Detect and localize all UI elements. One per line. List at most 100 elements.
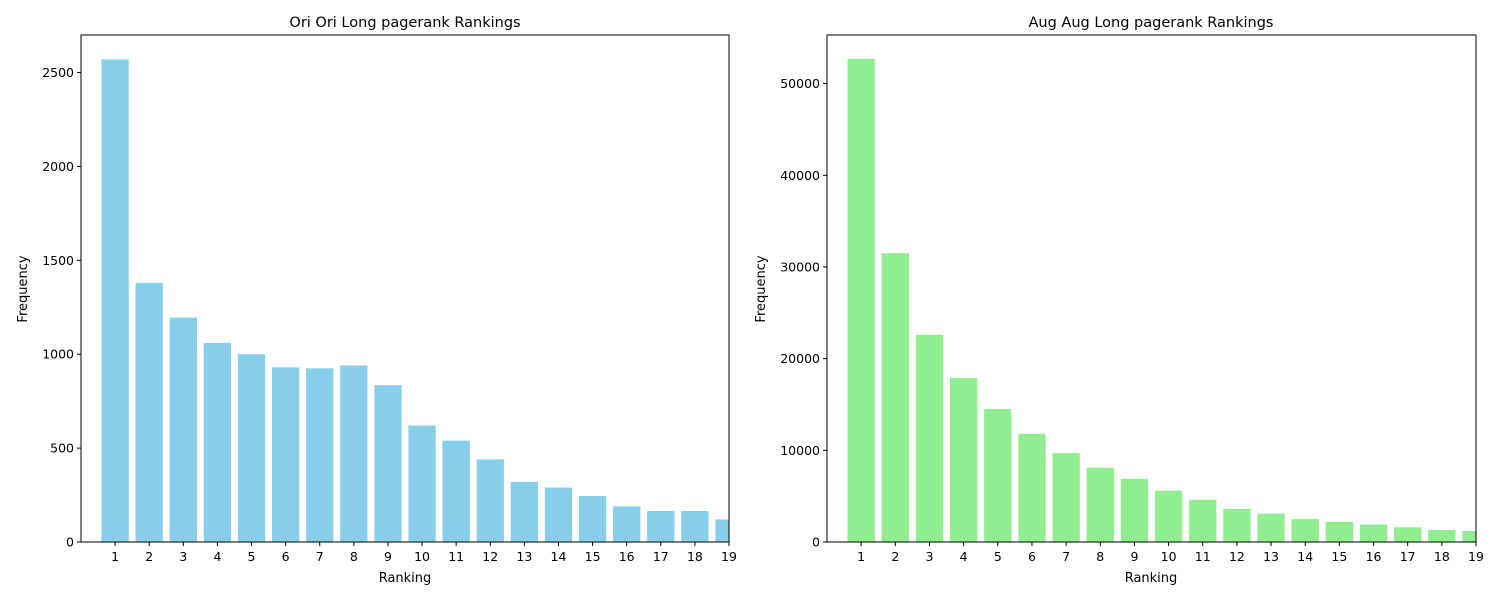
bar-11 bbox=[442, 440, 470, 542]
y-tick-label: 0 bbox=[66, 535, 74, 550]
bar-3 bbox=[915, 334, 944, 542]
x-tick-label: 2 bbox=[891, 549, 899, 564]
y-tick-label: 0 bbox=[812, 535, 820, 550]
x-tick-label: 14 bbox=[551, 549, 567, 564]
y-axis-label: Frequency bbox=[16, 255, 31, 322]
bar-10 bbox=[1154, 490, 1183, 542]
x-tick-label: 13 bbox=[516, 549, 532, 564]
x-tick-label: 9 bbox=[384, 549, 392, 564]
x-tick-label: 12 bbox=[1229, 549, 1245, 564]
x-tick-label: 5 bbox=[248, 549, 256, 564]
bar-1 bbox=[101, 59, 129, 542]
chart-title: Aug Aug Long pagerank Rankings bbox=[1028, 15, 1273, 31]
bar-19 bbox=[1462, 530, 1476, 542]
bar-17 bbox=[1394, 527, 1422, 542]
y-tick-label: 30000 bbox=[780, 259, 820, 274]
x-tick-label: 13 bbox=[1263, 549, 1279, 564]
x-tick-label: 10 bbox=[1161, 549, 1177, 564]
x-tick-label: 15 bbox=[585, 549, 601, 564]
bar-9 bbox=[374, 385, 402, 542]
x-axis-label: Ranking bbox=[379, 571, 432, 586]
bar-5 bbox=[984, 409, 1012, 542]
bar-6 bbox=[271, 367, 300, 542]
bar-6 bbox=[1018, 433, 1046, 542]
y-tick-label: 2000 bbox=[42, 159, 74, 174]
x-tick-label: 8 bbox=[350, 549, 358, 564]
x-tick-label: 4 bbox=[213, 549, 221, 564]
bar-5 bbox=[237, 354, 266, 542]
x-tick-label: 11 bbox=[448, 549, 464, 564]
bar-11 bbox=[1189, 499, 1217, 542]
y-tick-label: 50000 bbox=[780, 76, 820, 91]
y-ticks: 0 10000 20000 30000 40000 50000 bbox=[780, 76, 827, 550]
bar-8 bbox=[1086, 467, 1114, 542]
x-tick-label: 17 bbox=[1400, 549, 1416, 564]
x-tick-label: 7 bbox=[1062, 549, 1070, 564]
bar-4 bbox=[203, 342, 232, 542]
y-tick-label: 1500 bbox=[42, 253, 74, 268]
bar-9 bbox=[1120, 478, 1149, 542]
bar-16 bbox=[613, 506, 641, 542]
x-tick-label: 15 bbox=[1331, 549, 1347, 564]
bar-15 bbox=[578, 495, 607, 542]
bar-12 bbox=[476, 459, 504, 542]
x-tick-label: 14 bbox=[1297, 549, 1313, 564]
y-tick-label: 20000 bbox=[780, 351, 820, 366]
x-tick-label: 18 bbox=[1434, 549, 1450, 564]
bars bbox=[847, 58, 1476, 542]
bar-18 bbox=[681, 511, 709, 542]
bar-4 bbox=[949, 377, 978, 542]
x-tick-label: 16 bbox=[619, 549, 635, 564]
x-tick-label: 7 bbox=[316, 549, 324, 564]
bar-10 bbox=[408, 425, 436, 542]
x-tick-label: 2 bbox=[145, 549, 153, 564]
x-tick-label: 6 bbox=[282, 549, 290, 564]
chart-title: Ori Ori Long pagerank Rankings bbox=[289, 15, 520, 31]
bars bbox=[101, 59, 729, 542]
bar-12 bbox=[1223, 508, 1251, 542]
y-tick-label: 40000 bbox=[780, 168, 820, 183]
x-tick-label: 16 bbox=[1366, 549, 1382, 564]
axes-frame bbox=[826, 34, 1477, 543]
bar-17 bbox=[647, 511, 675, 542]
x-tick-label: 5 bbox=[994, 549, 1002, 564]
x-tick-label: 12 bbox=[482, 549, 498, 564]
x-tick-label: 1 bbox=[857, 549, 865, 564]
bar-14 bbox=[1291, 519, 1319, 542]
bar-18 bbox=[1428, 530, 1456, 542]
x-tick-label: 19 bbox=[1468, 549, 1484, 564]
bar-13 bbox=[1257, 513, 1285, 542]
x-tick-label: 17 bbox=[653, 549, 669, 564]
bar-7 bbox=[1052, 453, 1080, 542]
bar-3 bbox=[169, 317, 197, 542]
bar-7 bbox=[306, 368, 334, 542]
x-tick-label: 18 bbox=[687, 549, 703, 564]
axes-frame bbox=[80, 34, 730, 543]
x-tick-label: 3 bbox=[179, 549, 187, 564]
bar-2 bbox=[135, 282, 163, 542]
y-tick-label: 2500 bbox=[42, 65, 74, 80]
x-tick-label: 1 bbox=[111, 549, 119, 564]
x-tick-label: 10 bbox=[414, 549, 430, 564]
bar-19 bbox=[715, 519, 729, 542]
x-ticks: 1 2 3 4 5 6 7 8 9 10 11 12 13 14 15 16 17 18 19 bbox=[857, 542, 1484, 564]
x-tick-label: 8 bbox=[1096, 549, 1104, 564]
y-tick-label: 500 bbox=[50, 441, 74, 456]
x-tick-label: 4 bbox=[960, 549, 968, 564]
x-tick-label: 6 bbox=[1028, 549, 1036, 564]
y-ticks: 0 500 1000 1500 2000 2500 bbox=[42, 65, 81, 550]
bar-2 bbox=[881, 253, 909, 542]
y-tick-label: 10000 bbox=[780, 443, 820, 458]
x-tick-label: 3 bbox=[925, 549, 933, 564]
y-axis-label: Frequency bbox=[754, 255, 769, 322]
bar-13 bbox=[510, 481, 539, 542]
x-tick-label: 19 bbox=[721, 549, 737, 564]
bar-15 bbox=[1325, 521, 1354, 542]
x-tick-label: 11 bbox=[1195, 549, 1211, 564]
bar-8 bbox=[340, 365, 368, 542]
x-tick-label: 9 bbox=[1130, 549, 1138, 564]
x-axis-label: Ranking bbox=[1125, 571, 1178, 586]
